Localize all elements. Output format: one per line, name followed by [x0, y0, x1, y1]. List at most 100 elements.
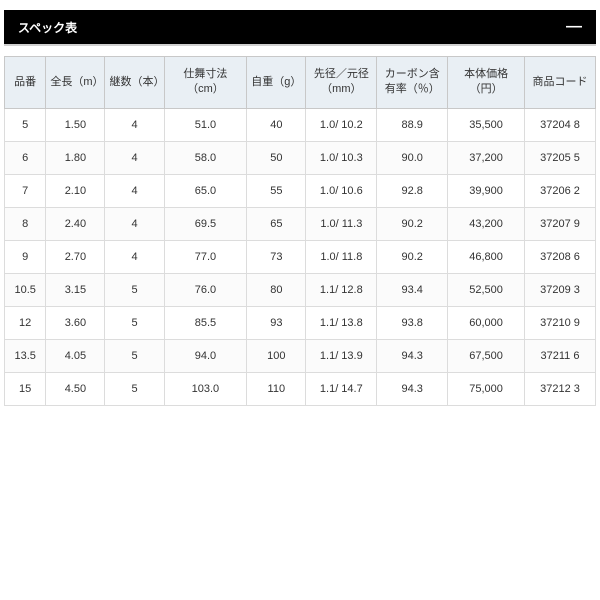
table-cell: 51.0 [164, 108, 247, 141]
table-header-row: 品番 全長（m） 継数（本） 仕舞寸法（cm） 自重（g） 先径／元径（mm） … [5, 57, 596, 109]
table-cell: 1.1/ 12.8 [306, 273, 377, 306]
table-cell: 37204 8 [525, 108, 596, 141]
table-cell: 5 [105, 273, 164, 306]
table-row: 92.70477.0731.0/ 11.890.246,80037208 6 [5, 240, 596, 273]
table-cell: 7 [5, 174, 46, 207]
table-cell: 103.0 [164, 372, 247, 405]
table-cell: 3.60 [46, 306, 105, 339]
table-cell: 55 [247, 174, 306, 207]
table-body: 51.50451.0401.0/ 10.288.935,50037204 861… [5, 108, 596, 405]
table-cell: 4 [105, 240, 164, 273]
table-cell: 15 [5, 372, 46, 405]
spec-table: 品番 全長（m） 継数（本） 仕舞寸法（cm） 自重（g） 先径／元径（mm） … [4, 56, 596, 406]
table-cell: 94.3 [377, 339, 448, 372]
table-cell: 65 [247, 207, 306, 240]
table-cell: 37205 5 [525, 141, 596, 174]
table-cell: 5 [105, 372, 164, 405]
col-header: 品番 [5, 57, 46, 109]
table-cell: 37206 2 [525, 174, 596, 207]
table-cell: 12 [5, 306, 46, 339]
table-cell: 93.8 [377, 306, 448, 339]
table-cell: 85.5 [164, 306, 247, 339]
table-cell: 2.10 [46, 174, 105, 207]
table-row: 10.53.15576.0801.1/ 12.893.452,50037209 … [5, 273, 596, 306]
table-cell: 5 [105, 339, 164, 372]
table-cell: 88.9 [377, 108, 448, 141]
col-header: 先径／元径（mm） [306, 57, 377, 109]
table-cell: 1.1/ 14.7 [306, 372, 377, 405]
table-cell: 94.3 [377, 372, 448, 405]
table-cell: 4 [105, 108, 164, 141]
table-cell: 110 [247, 372, 306, 405]
table-cell: 5 [105, 306, 164, 339]
col-header: 自重（g） [247, 57, 306, 109]
table-cell: 60,000 [448, 306, 525, 339]
table-cell: 67,500 [448, 339, 525, 372]
table-cell: 37211 6 [525, 339, 596, 372]
table-cell: 4 [105, 174, 164, 207]
table-cell: 76.0 [164, 273, 247, 306]
table-cell: 1.0/ 11.3 [306, 207, 377, 240]
table-cell: 37208 6 [525, 240, 596, 273]
table-cell: 37210 9 [525, 306, 596, 339]
table-cell: 4.05 [46, 339, 105, 372]
table-cell: 37209 3 [525, 273, 596, 306]
panel-title: スペック表 [18, 19, 77, 36]
table-cell: 90.0 [377, 141, 448, 174]
table-cell: 40 [247, 108, 306, 141]
table-cell: 4 [105, 207, 164, 240]
col-header: 商品コード [525, 57, 596, 109]
table-cell: 37212 3 [525, 372, 596, 405]
table-cell: 90.2 [377, 207, 448, 240]
table-cell: 37207 9 [525, 207, 596, 240]
table-cell: 1.0/ 10.2 [306, 108, 377, 141]
col-header: 本体価格（円） [448, 57, 525, 109]
table-row: 154.505103.01101.1/ 14.794.375,00037212 … [5, 372, 596, 405]
table-row: 82.40469.5651.0/ 11.390.243,20037207 9 [5, 207, 596, 240]
table-cell: 93 [247, 306, 306, 339]
table-cell: 13.5 [5, 339, 46, 372]
table-cell: 65.0 [164, 174, 247, 207]
table-cell: 100 [247, 339, 306, 372]
col-header: 全長（m） [46, 57, 105, 109]
table-cell: 75,000 [448, 372, 525, 405]
table-cell: 46,800 [448, 240, 525, 273]
table-cell: 1.0/ 11.8 [306, 240, 377, 273]
table-cell: 8 [5, 207, 46, 240]
table-row: 51.50451.0401.0/ 10.288.935,50037204 8 [5, 108, 596, 141]
table-cell: 58.0 [164, 141, 247, 174]
table-row: 72.10465.0551.0/ 10.692.839,90037206 2 [5, 174, 596, 207]
table-cell: 5 [5, 108, 46, 141]
table-cell: 10.5 [5, 273, 46, 306]
table-cell: 69.5 [164, 207, 247, 240]
table-cell: 43,200 [448, 207, 525, 240]
table-cell: 37,200 [448, 141, 525, 174]
table-cell: 92.8 [377, 174, 448, 207]
table-cell: 1.1/ 13.8 [306, 306, 377, 339]
table-cell: 35,500 [448, 108, 525, 141]
table-row: 13.54.05594.01001.1/ 13.994.367,50037211… [5, 339, 596, 372]
table-cell: 1.1/ 13.9 [306, 339, 377, 372]
col-header: カーボン含有率（％） [377, 57, 448, 109]
table-cell: 1.0/ 10.3 [306, 141, 377, 174]
collapse-icon[interactable]: — [566, 18, 582, 36]
table-cell: 4 [105, 141, 164, 174]
table-cell: 73 [247, 240, 306, 273]
table-row: 61.80458.0501.0/ 10.390.037,20037205 5 [5, 141, 596, 174]
spec-panel: スペック表 — 品番 全長（m） 継数（本） 仕舞寸法（cm） 自重（g） 先径… [4, 10, 596, 406]
table-cell: 50 [247, 141, 306, 174]
table-cell: 77.0 [164, 240, 247, 273]
table-cell: 1.0/ 10.6 [306, 174, 377, 207]
table-cell: 94.0 [164, 339, 247, 372]
table-cell: 80 [247, 273, 306, 306]
table-cell: 1.80 [46, 141, 105, 174]
table-container: 品番 全長（m） 継数（本） 仕舞寸法（cm） 自重（g） 先径／元径（mm） … [4, 46, 596, 406]
panel-header[interactable]: スペック表 — [4, 10, 596, 46]
col-header: 継数（本） [105, 57, 164, 109]
table-row: 123.60585.5931.1/ 13.893.860,00037210 9 [5, 306, 596, 339]
table-cell: 52,500 [448, 273, 525, 306]
table-cell: 4.50 [46, 372, 105, 405]
table-cell: 6 [5, 141, 46, 174]
table-cell: 3.15 [46, 273, 105, 306]
table-cell: 90.2 [377, 240, 448, 273]
